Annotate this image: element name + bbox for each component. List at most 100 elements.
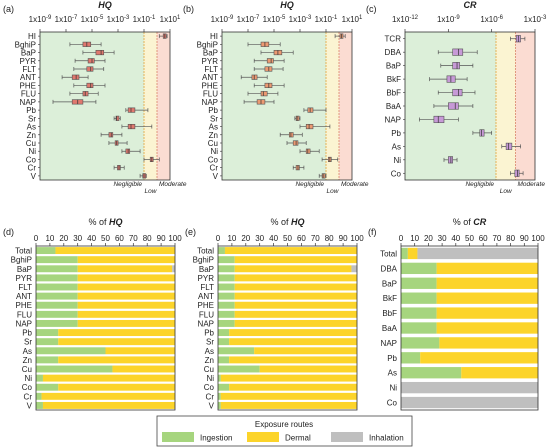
category-label: Cr — [206, 392, 215, 401]
bar-segment-dermal — [112, 365, 175, 373]
category-label: Cu — [204, 365, 214, 374]
bar-segment-ingestion — [36, 401, 43, 409]
bar-segment-dermal — [229, 338, 357, 346]
category-label: Pb — [26, 106, 36, 115]
category-label: PYR — [202, 57, 219, 66]
bar-segment-ingestion — [218, 319, 235, 327]
category-label: Ni — [206, 374, 214, 383]
category-label: Cu — [208, 139, 218, 148]
box-BaA — [448, 102, 459, 110]
box-Co — [514, 169, 520, 177]
bar-segment-dermal — [77, 274, 175, 282]
bar-segment-ingestion — [36, 374, 43, 382]
zone-label-low: Low — [145, 188, 158, 195]
bar-segment-dermal — [229, 356, 357, 364]
zone-low — [496, 32, 516, 180]
bar-segment-ingestion — [36, 365, 113, 373]
category-label: TCR — [385, 35, 402, 44]
category-label: Co — [387, 399, 398, 408]
panel-label: (a) — [3, 4, 14, 14]
x-tick-label: 1x10-9 — [211, 15, 234, 24]
category-label: Pb — [204, 329, 214, 338]
category-label: Sr — [24, 338, 32, 347]
panel-label: (e) — [185, 227, 196, 237]
box-ANT — [71, 74, 80, 80]
category-label: FLT — [204, 65, 218, 74]
bar-segment-dermal — [461, 367, 538, 379]
bar-segment-ingestion — [36, 383, 59, 391]
category-label: Total — [197, 247, 214, 256]
x-tick-label: 1x10-1 — [315, 15, 338, 24]
category-label: Sr — [206, 338, 214, 347]
box-FLU — [260, 91, 268, 97]
box-Cu — [292, 140, 299, 146]
legend-label-dermal: Dermal — [285, 434, 311, 443]
bar-segment-inhalation — [401, 396, 538, 409]
zone-label-moderate: Moderate — [341, 181, 369, 188]
x-tick-label: 70 — [492, 234, 501, 243]
box-DBA — [452, 48, 464, 56]
bar-segment-ingestion — [401, 337, 440, 349]
category-label: FLT — [22, 65, 36, 74]
zone-label-moderate: Moderate — [518, 181, 546, 188]
bar-segment-dermal — [224, 247, 357, 255]
bar-segment-ingestion — [401, 307, 437, 319]
x-tick-label: 30 — [255, 234, 264, 243]
category-label: PYR — [20, 57, 37, 66]
x-tick-label: 30 — [73, 234, 82, 243]
category-label: FLU — [17, 310, 32, 319]
category-label: Cu — [26, 139, 36, 148]
zone-moderate — [515, 32, 535, 180]
x-tick-label: 70 — [311, 234, 320, 243]
category-label: Total — [15, 247, 32, 256]
box-NAP — [433, 115, 445, 124]
bar-segment-dermal — [234, 265, 352, 273]
category-label: Ni — [24, 374, 32, 383]
x-tick-label: 10 — [227, 234, 236, 243]
bar-segment-dermal — [436, 292, 538, 304]
category-label: PHE — [20, 81, 36, 90]
category-label: As — [388, 369, 397, 378]
bar-segment-dermal — [58, 356, 175, 364]
x-tick-label: 80 — [143, 234, 152, 243]
category-label: BaA — [386, 102, 402, 111]
x-tick-label: 70 — [129, 234, 138, 243]
bar-segment-ingestion — [36, 265, 78, 273]
x-tick-label: 80 — [506, 234, 515, 243]
category-label: Co — [204, 383, 215, 392]
x-tick-label: 1x10-3 — [289, 15, 312, 24]
category-label: BbF — [386, 89, 401, 98]
box-FLT — [86, 66, 94, 72]
bar-segment-dermal — [234, 274, 357, 282]
bar-segment-inhalation — [172, 265, 175, 273]
bar-segment-dermal — [55, 247, 175, 255]
bar-segment-ingestion — [218, 329, 230, 337]
category-label: V — [27, 401, 33, 410]
category-label: PHE — [16, 301, 32, 310]
bar-segment-inhalation — [351, 265, 357, 273]
category-label: BaP — [382, 279, 397, 288]
x-tick-label: 100 — [350, 234, 364, 243]
category-label: Co — [22, 383, 33, 392]
bar-segment-dermal — [41, 392, 176, 400]
box-panel-a: (a) HQ 1x10-9 1x10-7 1x10-5 1x10-3 1x10-1 1x101… — [3, 0, 187, 195]
bar-segment-ingestion — [401, 277, 437, 289]
category-label: Co — [208, 155, 219, 164]
category-label: PYR — [198, 274, 215, 283]
bar-segment-ingestion — [218, 383, 230, 391]
zone-label-negligible: Negligible — [295, 181, 324, 188]
category-label: V — [213, 172, 219, 181]
box-PYR — [266, 58, 274, 64]
bar-segment-dermal — [436, 262, 538, 275]
x-tick-label: 20 — [241, 234, 250, 243]
x-tick-label: 90 — [157, 234, 166, 243]
category-label: Cr — [28, 164, 37, 173]
category-label: BkF — [383, 294, 397, 303]
x-tick-label: 1x10-5 — [81, 15, 104, 24]
category-label: Sr — [28, 114, 36, 123]
bar-segment-dermal — [234, 319, 357, 327]
bar-segment-ingestion — [218, 301, 235, 309]
x-tick-label: 1x10-7 — [55, 15, 78, 24]
category-label: FLT — [18, 283, 32, 292]
category-label: BaA — [382, 324, 398, 333]
